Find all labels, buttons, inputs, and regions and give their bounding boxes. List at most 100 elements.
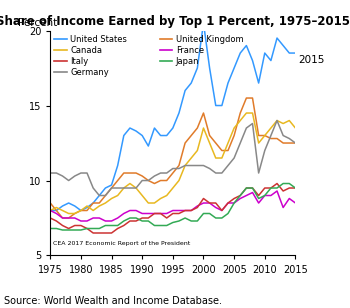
France bbox=[140, 212, 144, 215]
Italy bbox=[73, 224, 77, 227]
Italy bbox=[140, 216, 144, 220]
United States bbox=[250, 59, 254, 63]
United States bbox=[152, 126, 156, 130]
United Kingdom bbox=[257, 134, 261, 137]
Japan bbox=[208, 212, 212, 215]
Italy bbox=[226, 201, 230, 205]
Text: Source: World Wealth and Income Database.: Source: World Wealth and Income Database… bbox=[4, 297, 222, 306]
Italy bbox=[110, 231, 114, 235]
Germany bbox=[134, 186, 138, 190]
Japan bbox=[257, 197, 261, 201]
Italy bbox=[85, 227, 89, 230]
Canada bbox=[61, 209, 65, 212]
Canada bbox=[134, 186, 138, 190]
France bbox=[85, 219, 89, 223]
Canada bbox=[293, 126, 298, 130]
Canada bbox=[257, 141, 261, 145]
United States bbox=[281, 44, 285, 47]
Canada bbox=[275, 119, 279, 122]
Canada bbox=[250, 111, 254, 115]
United States bbox=[54, 209, 58, 212]
Canada bbox=[208, 141, 212, 145]
France bbox=[110, 219, 114, 223]
United Kingdom bbox=[250, 96, 254, 100]
Germany bbox=[85, 171, 89, 175]
France bbox=[244, 194, 248, 197]
United Kingdom bbox=[293, 141, 298, 145]
Canada bbox=[66, 212, 71, 215]
Canada bbox=[54, 206, 58, 209]
Germany bbox=[103, 194, 107, 197]
United Kingdom bbox=[244, 96, 248, 100]
Italy bbox=[293, 186, 298, 190]
Text: Percent: Percent bbox=[19, 18, 58, 28]
Italy bbox=[146, 216, 150, 220]
Line: Canada: Canada bbox=[50, 113, 295, 213]
United Kingdom bbox=[232, 134, 236, 137]
Japan bbox=[275, 186, 279, 190]
Text: 2015: 2015 bbox=[298, 55, 324, 65]
Italy bbox=[54, 219, 58, 223]
Japan bbox=[140, 219, 144, 223]
France bbox=[116, 216, 120, 220]
United Kingdom bbox=[128, 171, 132, 175]
Canada bbox=[128, 182, 132, 185]
United Kingdom bbox=[152, 182, 156, 185]
United Kingdom bbox=[195, 126, 199, 130]
Italy bbox=[134, 219, 138, 223]
United Kingdom bbox=[85, 209, 89, 212]
United States bbox=[103, 186, 107, 190]
Canada bbox=[116, 194, 120, 197]
Italy bbox=[183, 209, 187, 212]
Germany bbox=[281, 134, 285, 137]
United Kingdom bbox=[189, 134, 193, 137]
United States bbox=[232, 66, 236, 70]
United States bbox=[159, 134, 163, 137]
Canada bbox=[48, 209, 52, 212]
Canada bbox=[220, 156, 224, 160]
United Kingdom bbox=[159, 179, 163, 182]
United States bbox=[73, 204, 77, 208]
Italy bbox=[128, 219, 132, 223]
United States bbox=[201, 21, 205, 25]
Italy bbox=[48, 216, 52, 220]
United Kingdom bbox=[54, 209, 58, 212]
Italy bbox=[61, 224, 65, 227]
United Kingdom bbox=[61, 216, 65, 220]
Japan bbox=[201, 212, 205, 215]
United Kingdom bbox=[183, 141, 187, 145]
United Kingdom bbox=[262, 134, 267, 137]
Canada bbox=[140, 194, 144, 197]
Germany bbox=[287, 137, 292, 140]
United Kingdom bbox=[110, 186, 114, 190]
Germany bbox=[91, 186, 95, 190]
Italy bbox=[66, 227, 71, 230]
Japan bbox=[79, 228, 83, 232]
United States bbox=[262, 51, 267, 55]
Canada bbox=[97, 204, 102, 208]
Japan bbox=[293, 186, 298, 190]
United Kingdom bbox=[146, 179, 150, 182]
Germany bbox=[250, 122, 254, 125]
Italy bbox=[220, 209, 224, 212]
Italy bbox=[91, 231, 95, 235]
Line: France: France bbox=[50, 191, 295, 221]
Germany bbox=[164, 171, 169, 175]
Germany bbox=[128, 186, 132, 190]
Japan bbox=[152, 224, 156, 227]
United Kingdom bbox=[177, 164, 181, 167]
Japan bbox=[281, 182, 285, 185]
Japan bbox=[54, 227, 58, 230]
Japan bbox=[183, 216, 187, 220]
Germany bbox=[275, 119, 279, 122]
United States bbox=[85, 206, 89, 209]
Italy bbox=[159, 212, 163, 215]
United States bbox=[91, 201, 95, 205]
Canada bbox=[183, 164, 187, 167]
Canada bbox=[110, 197, 114, 201]
Italy bbox=[208, 201, 212, 205]
United States bbox=[257, 81, 261, 85]
United Kingdom bbox=[97, 201, 102, 205]
Germany bbox=[122, 186, 126, 190]
France bbox=[159, 212, 163, 215]
